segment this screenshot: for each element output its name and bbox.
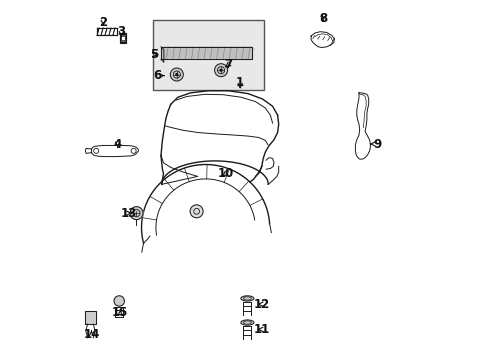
Text: 15: 15: [112, 306, 128, 319]
Bar: [121, 36, 124, 41]
Circle shape: [220, 69, 222, 71]
Text: 13: 13: [120, 207, 137, 220]
Circle shape: [114, 296, 124, 306]
Bar: [120, 33, 126, 42]
Text: 10: 10: [217, 167, 233, 180]
Text: 1: 1: [236, 76, 244, 89]
Circle shape: [190, 205, 203, 218]
Text: 6: 6: [153, 69, 164, 82]
Text: 11: 11: [253, 323, 269, 336]
Bar: [84, 311, 96, 324]
Text: 4: 4: [113, 138, 122, 151]
Circle shape: [176, 73, 178, 76]
Ellipse shape: [241, 296, 253, 301]
Circle shape: [214, 64, 227, 77]
Circle shape: [130, 207, 142, 220]
Bar: [121, 35, 124, 40]
Text: 3: 3: [117, 25, 125, 38]
Bar: [152, 20, 264, 90]
Text: 8: 8: [318, 12, 326, 24]
Text: 9: 9: [370, 138, 381, 150]
Polygon shape: [161, 47, 251, 59]
Bar: [84, 311, 96, 324]
Bar: [120, 34, 126, 43]
Text: 14: 14: [83, 328, 100, 341]
Polygon shape: [161, 47, 254, 50]
Text: 7: 7: [224, 58, 232, 71]
Text: 5: 5: [150, 48, 158, 61]
Text: 12: 12: [253, 298, 269, 311]
Circle shape: [170, 68, 183, 81]
Text: 2: 2: [99, 16, 107, 29]
Ellipse shape: [241, 320, 253, 325]
